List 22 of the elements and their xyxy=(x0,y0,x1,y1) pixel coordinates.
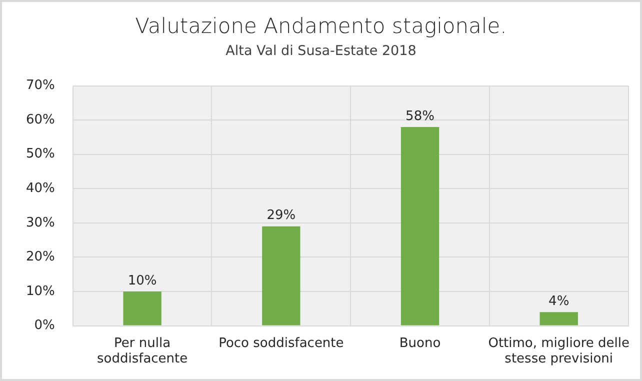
y-tick-label: 10% xyxy=(26,284,55,299)
y-tick-label: 20% xyxy=(26,250,55,265)
chart-subtitle: Alta Val di Susa-Estate 2018 xyxy=(224,43,418,59)
x-tick-label: Poco soddisfacente xyxy=(218,336,344,351)
bar xyxy=(540,312,578,326)
y-tick-label: 0% xyxy=(34,318,55,334)
x-tick-label: Buono xyxy=(399,336,441,351)
data-label: 10% xyxy=(128,273,157,288)
y-tick-label: 40% xyxy=(26,181,55,196)
y-tick-label: 70% xyxy=(26,78,55,94)
bar xyxy=(123,292,162,326)
x-tick-label: Ottimo, migliore delle stesse previsioni xyxy=(488,336,630,367)
data-label: 58% xyxy=(406,108,434,124)
y-tick-label: 30% xyxy=(26,215,55,230)
data-label: 29% xyxy=(266,208,296,224)
y-tick-label: 60% xyxy=(26,112,55,128)
chart-title: Valutazione Andamento stagionale. xyxy=(134,14,508,38)
bar xyxy=(400,126,440,326)
x-tick-label: Per nulla soddisfacente xyxy=(96,336,188,367)
bar xyxy=(262,226,300,326)
data-label: 4% xyxy=(548,294,570,309)
y-tick-label: 50% xyxy=(26,146,55,162)
